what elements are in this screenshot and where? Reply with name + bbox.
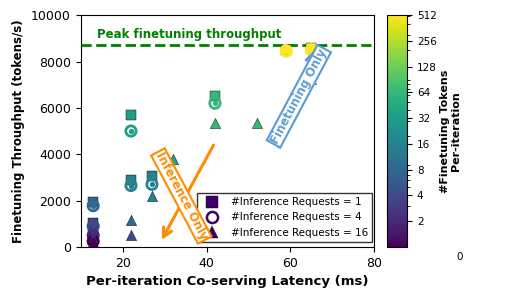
Text: Inference Only: Inference Only [153, 150, 210, 242]
Point [127, 128, 135, 133]
Point [211, 121, 219, 125]
Point [211, 101, 219, 106]
Point [89, 224, 97, 228]
Y-axis label: #Finetuning Tokens
Per-iteration: #Finetuning Tokens Per-iteration [439, 69, 461, 193]
Point [127, 183, 135, 188]
Point [89, 240, 97, 245]
Point [89, 239, 97, 244]
Text: Peak finetuning throughput: Peak finetuning throughput [97, 28, 282, 41]
Point [127, 128, 135, 133]
Point [89, 239, 97, 244]
X-axis label: Per-iteration Co-serving Latency (ms): Per-iteration Co-serving Latency (ms) [86, 275, 369, 288]
Point [211, 94, 219, 99]
Point [307, 48, 316, 52]
Point [148, 182, 156, 187]
Point [127, 112, 135, 117]
Point [127, 218, 135, 223]
Y-axis label: Finetuning Throughput (tokens/s): Finetuning Throughput (tokens/s) [12, 19, 25, 243]
Point [169, 156, 177, 161]
Point [282, 49, 290, 54]
Point [89, 229, 97, 234]
Point [89, 238, 97, 242]
Point [307, 45, 316, 50]
Point [307, 76, 316, 81]
Point [127, 177, 135, 182]
Point [148, 174, 156, 179]
Point [253, 121, 261, 125]
Point [211, 101, 219, 106]
Point [127, 183, 135, 188]
Point [148, 194, 156, 198]
Point [89, 220, 97, 225]
Text: Finetuning Only: Finetuning Only [268, 47, 329, 146]
Text: 0: 0 [457, 251, 463, 261]
Point [89, 233, 97, 238]
Point [89, 233, 97, 238]
Point [89, 235, 97, 240]
Point [89, 203, 97, 208]
Point [282, 48, 290, 52]
Point [89, 199, 97, 204]
Point [89, 203, 97, 208]
Point [282, 49, 290, 54]
Point [148, 182, 156, 187]
Point [307, 48, 316, 52]
Legend: #Inference Requests = 1, #Inference Requests = 4, #Inference Requests = 16: #Inference Requests = 1, #Inference Requ… [198, 193, 372, 242]
Point [89, 224, 97, 228]
Point [127, 233, 135, 238]
